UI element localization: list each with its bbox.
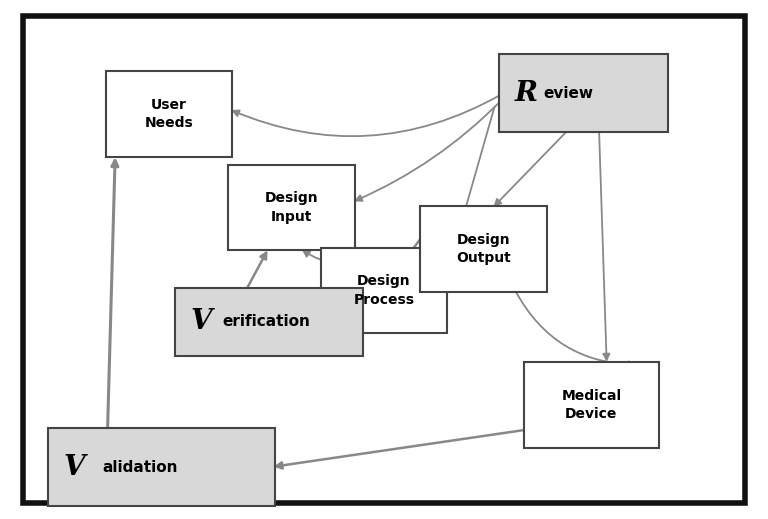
FancyBboxPatch shape (321, 248, 447, 334)
FancyBboxPatch shape (229, 165, 355, 251)
FancyBboxPatch shape (421, 207, 547, 292)
Text: eview: eview (544, 86, 594, 101)
FancyBboxPatch shape (174, 288, 362, 356)
Text: Design
Process: Design Process (353, 275, 415, 307)
Text: erification: erification (223, 315, 310, 329)
Text: Medical
Device: Medical Device (561, 389, 621, 421)
FancyBboxPatch shape (106, 71, 232, 157)
Text: V: V (63, 454, 84, 481)
Text: R: R (515, 80, 538, 107)
Text: alidation: alidation (103, 460, 178, 474)
FancyBboxPatch shape (499, 54, 668, 132)
Text: Design
Input: Design Input (265, 192, 319, 224)
Text: V: V (190, 308, 211, 335)
Text: Design
Output: Design Output (456, 233, 511, 265)
FancyBboxPatch shape (48, 428, 275, 506)
FancyBboxPatch shape (524, 362, 659, 447)
FancyBboxPatch shape (23, 16, 745, 503)
Text: User
Needs: User Needs (144, 98, 194, 130)
